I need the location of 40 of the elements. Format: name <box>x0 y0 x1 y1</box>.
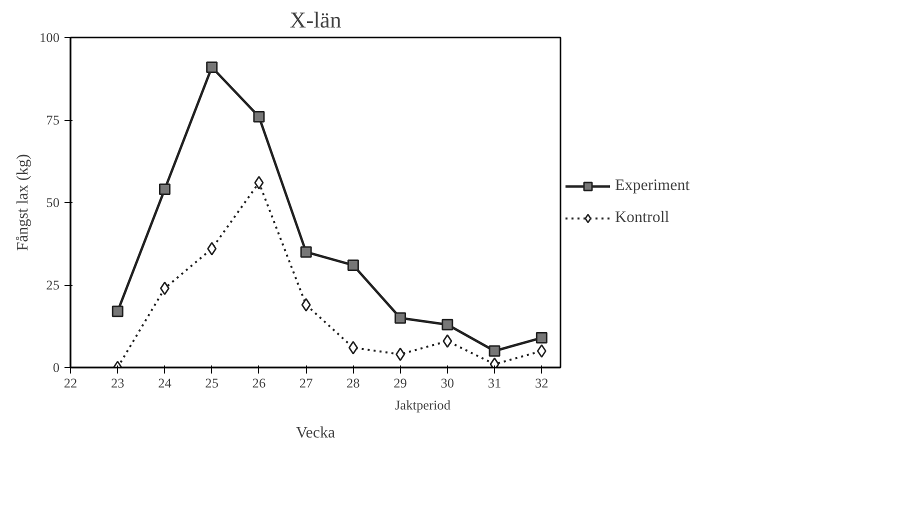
x-tick-label: 25 <box>205 376 219 390</box>
point <box>160 282 170 296</box>
point <box>394 312 406 324</box>
x-tick-label: 22 <box>64 376 78 390</box>
y-tick-label: 0 <box>52 360 60 375</box>
x-tick-label: 27 <box>299 376 314 390</box>
x-tick-label: 30 <box>440 376 454 390</box>
x-tick-label: 32 <box>534 376 548 390</box>
y-tick-label: 75 <box>46 112 60 128</box>
x-axis-title: Vecka <box>296 424 336 442</box>
x-tick-label: 24 <box>158 376 172 390</box>
point <box>301 298 311 312</box>
point <box>536 332 548 344</box>
point <box>348 340 358 354</box>
legend-label: Experiment <box>615 177 690 195</box>
y-tick-label: 25 <box>46 278 60 292</box>
point <box>442 318 454 330</box>
x-tick-label: 23 <box>110 376 125 390</box>
x-tick-label: 26 <box>252 376 266 390</box>
point <box>254 176 264 190</box>
y-axis-title: Fångst lax (kg) <box>14 154 32 251</box>
x-tick-label: 31 <box>488 376 502 390</box>
point <box>206 61 218 73</box>
point <box>253 110 265 122</box>
x-tick-label: 29 <box>394 376 408 390</box>
point <box>536 344 546 358</box>
y-tick-label: 100 <box>40 30 60 45</box>
legend-label: Kontroll <box>615 209 670 227</box>
x-tick-label: 28 <box>346 376 360 390</box>
point <box>207 242 217 256</box>
point <box>442 334 452 348</box>
text: Jaktperiod <box>394 398 451 412</box>
point <box>300 246 312 258</box>
point <box>158 184 170 196</box>
point <box>396 348 406 362</box>
point <box>488 345 500 357</box>
chart-title: X-län <box>290 8 342 32</box>
point <box>112 306 124 318</box>
point <box>347 259 359 271</box>
y-tick-label: 50 <box>46 195 60 210</box>
